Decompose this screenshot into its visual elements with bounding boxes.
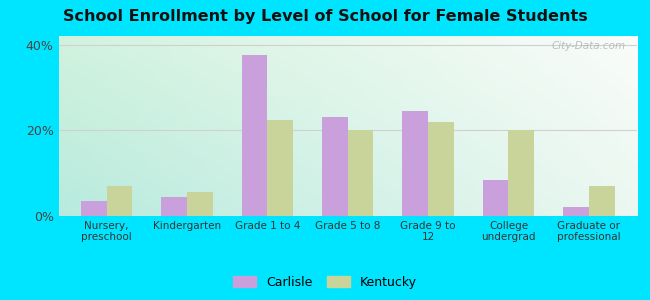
Bar [483,180,508,216]
Bar [428,122,454,216]
Bar [508,130,534,216]
Bar [242,55,267,216]
Bar [563,207,589,216]
Text: School Enrollment by Level of School for Female Students: School Enrollment by Level of School for… [62,9,588,24]
Legend: Carlisle, Kentucky: Carlisle, Kentucky [228,271,422,294]
Bar [267,120,293,216]
Bar [107,186,133,216]
Bar [589,186,614,216]
Bar [161,197,187,216]
Bar [187,192,213,216]
Bar [322,117,348,216]
Bar [402,111,428,216]
Text: City-Data.com: City-Data.com [551,41,625,51]
Bar [348,130,374,216]
Bar [81,201,107,216]
